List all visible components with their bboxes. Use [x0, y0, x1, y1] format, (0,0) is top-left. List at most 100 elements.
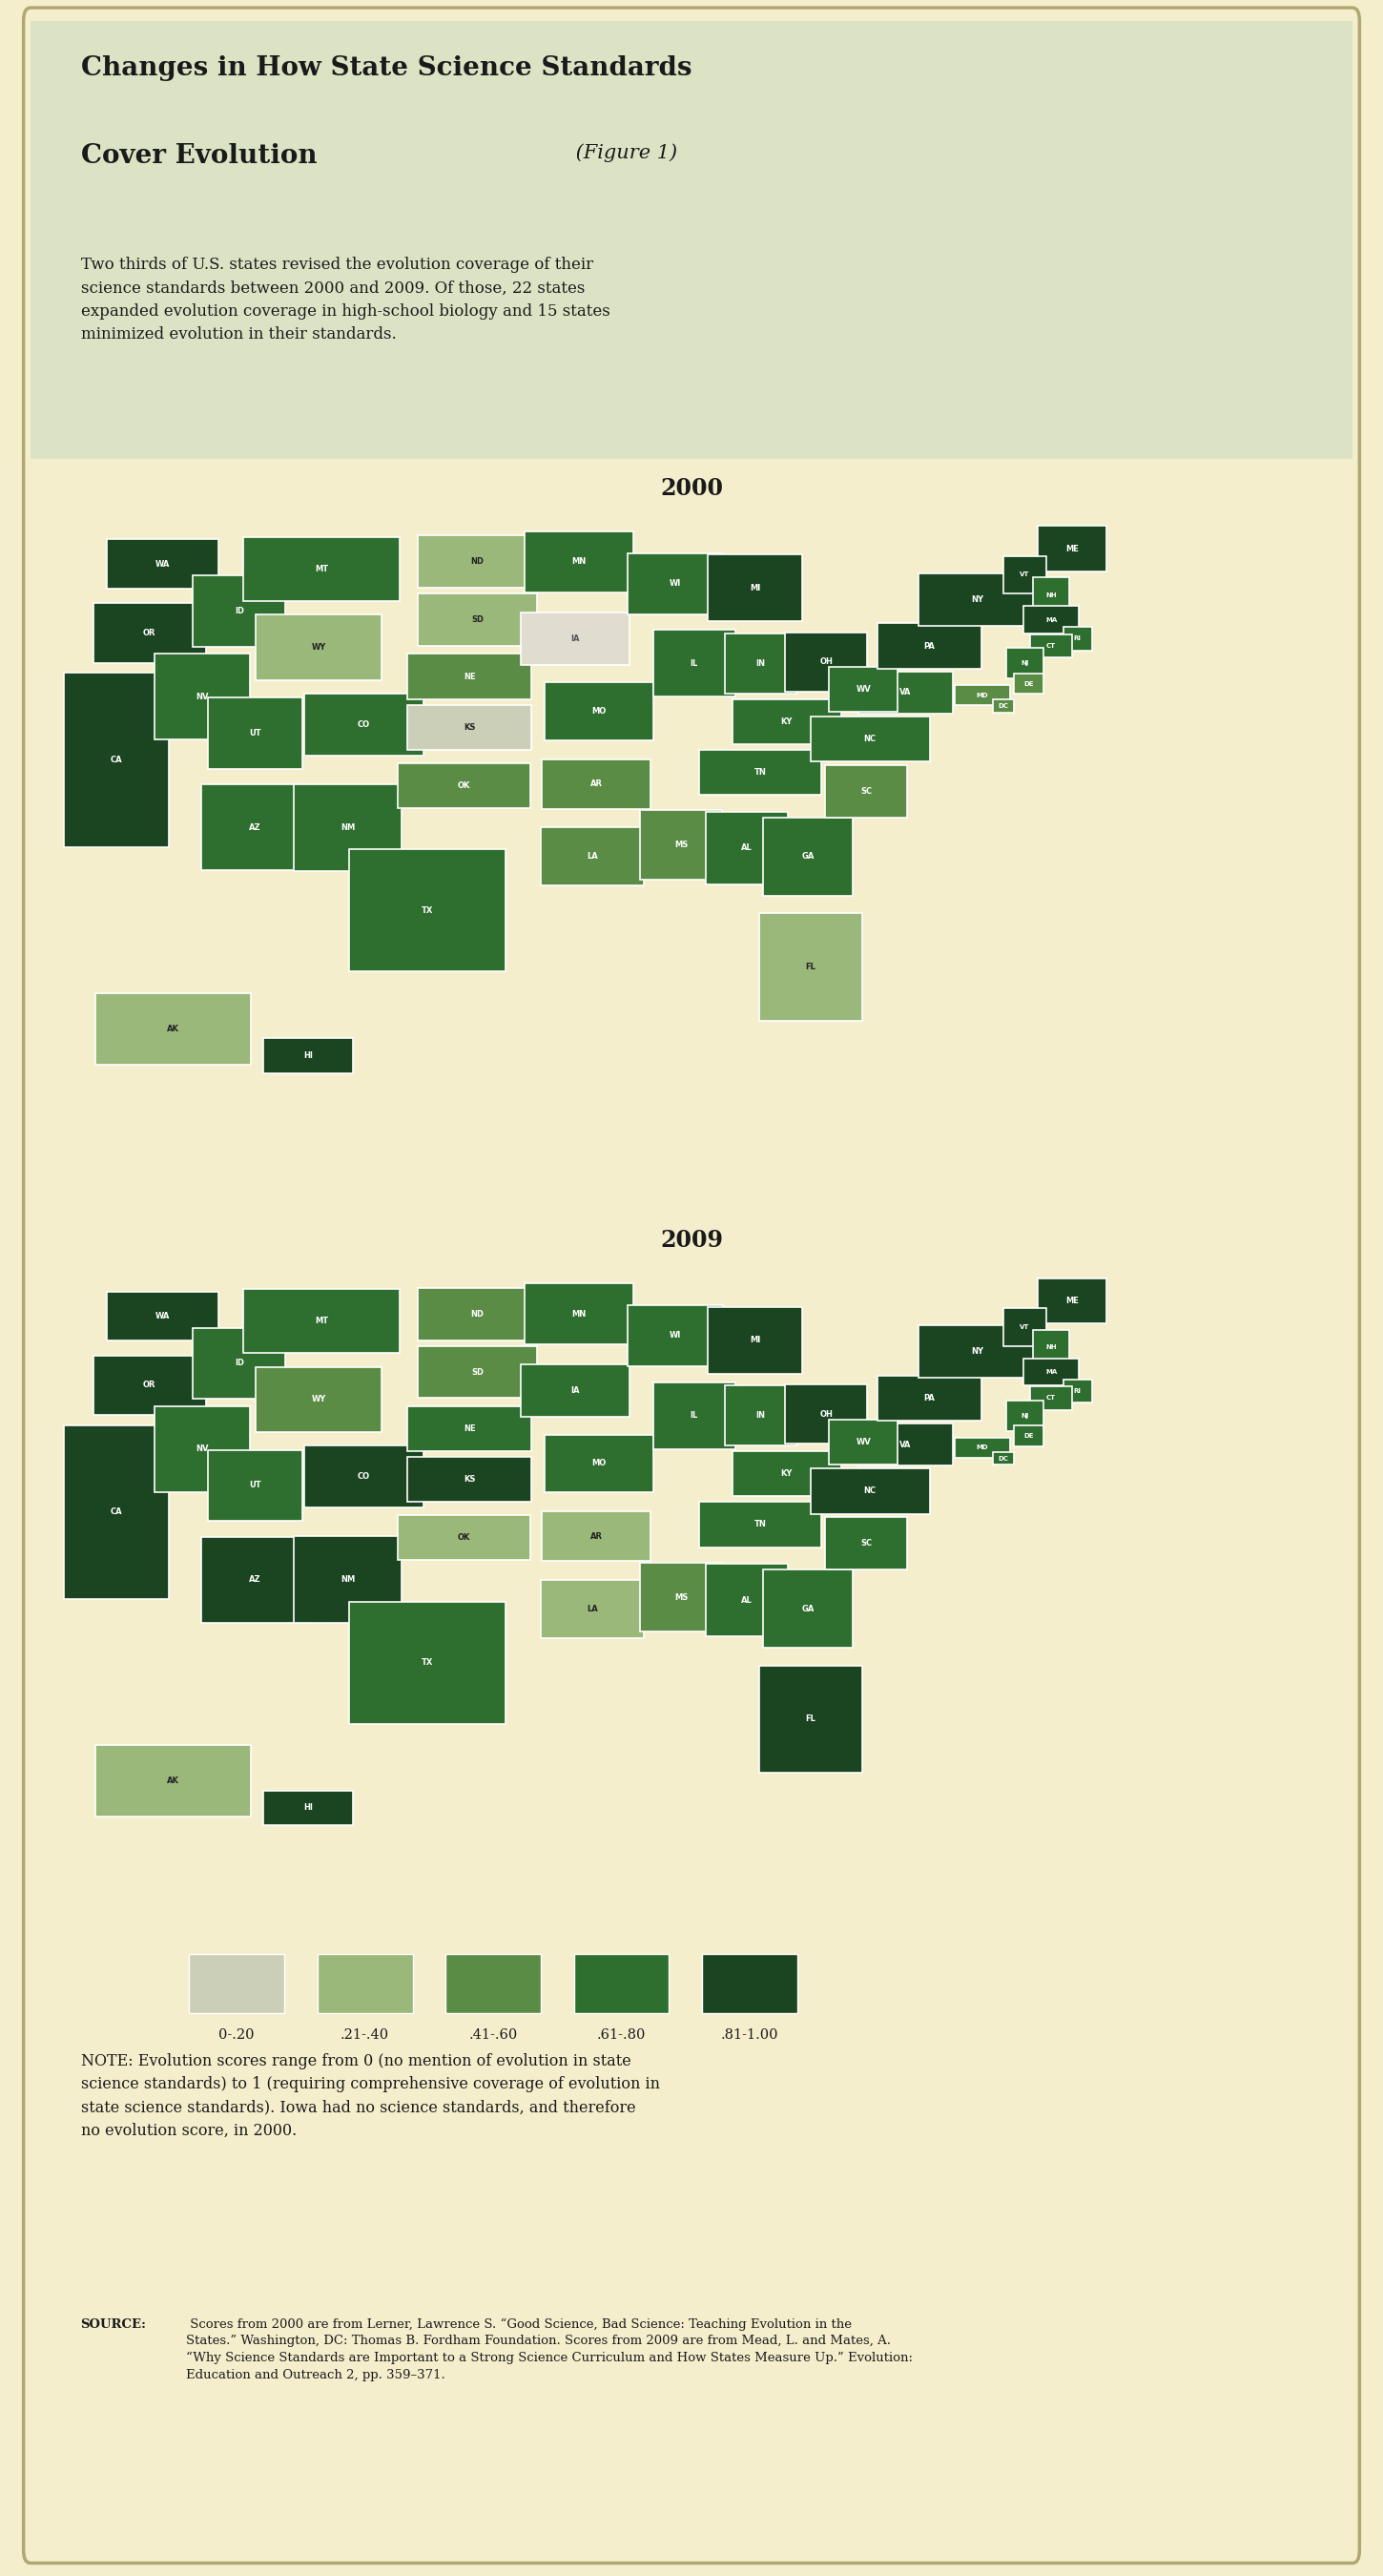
Bar — [1064, 626, 1093, 649]
Text: SC: SC — [860, 786, 871, 796]
Text: RI: RI — [1073, 1388, 1082, 1394]
Bar — [700, 750, 822, 796]
Text: WY: WY — [311, 1396, 326, 1404]
Text: TX: TX — [422, 907, 433, 914]
Text: AL: AL — [741, 842, 752, 853]
Text: AK: AK — [167, 1025, 180, 1033]
Bar — [304, 1445, 423, 1507]
Bar — [707, 811, 788, 884]
Text: ID: ID — [235, 1360, 243, 1368]
Text: OH: OH — [820, 1409, 833, 1419]
Bar — [349, 1602, 505, 1723]
Text: AZ: AZ — [249, 1577, 261, 1584]
Bar — [194, 1327, 286, 1399]
Bar — [95, 994, 252, 1064]
Bar — [542, 1512, 650, 1561]
Text: Cover Evolution: Cover Evolution — [80, 144, 317, 170]
Text: .21-.40: .21-.40 — [340, 2027, 389, 2043]
Bar — [828, 667, 898, 711]
Text: MI: MI — [750, 1337, 761, 1345]
Text: AK: AK — [167, 1777, 180, 1785]
Text: WY: WY — [311, 644, 326, 652]
Bar — [256, 616, 382, 680]
Bar — [628, 554, 723, 613]
Bar — [95, 1747, 252, 1816]
Text: SOURCE:: SOURCE: — [80, 2318, 147, 2331]
Text: NJ: NJ — [1021, 659, 1029, 667]
Bar — [703, 1953, 797, 2014]
Bar — [407, 1406, 531, 1450]
Bar — [993, 1453, 1014, 1466]
Text: MA: MA — [1046, 616, 1057, 623]
Bar — [106, 1291, 219, 1340]
Text: OR: OR — [142, 629, 156, 636]
Bar — [545, 1435, 653, 1492]
Bar — [194, 574, 286, 647]
FancyBboxPatch shape — [24, 8, 1359, 2563]
Bar — [256, 1368, 382, 1432]
Bar — [398, 1515, 530, 1561]
Text: NOTE: Evolution scores range from 0 (no mention of evolution in state
science st: NOTE: Evolution scores range from 0 (no … — [80, 2053, 660, 2138]
Bar — [725, 1386, 797, 1445]
Bar — [243, 536, 400, 600]
Bar — [1023, 605, 1079, 634]
Text: OR: OR — [142, 1381, 156, 1388]
Bar — [445, 1953, 541, 2014]
Bar — [725, 634, 797, 693]
Text: SD: SD — [472, 616, 484, 623]
Text: NM: NM — [340, 824, 355, 832]
Bar — [763, 817, 853, 896]
Bar — [304, 693, 423, 755]
Bar — [733, 1450, 841, 1497]
Bar — [418, 1345, 537, 1399]
Text: WV: WV — [856, 1437, 871, 1445]
Bar — [521, 1365, 629, 1417]
Bar — [201, 1538, 310, 1623]
Bar — [64, 672, 169, 848]
Bar — [541, 1579, 644, 1638]
Bar — [1014, 1425, 1043, 1445]
Text: PA: PA — [924, 641, 935, 649]
Text: IN: IN — [755, 659, 765, 667]
Text: VT: VT — [1019, 572, 1029, 577]
Bar — [243, 1288, 400, 1352]
Text: NV: NV — [196, 693, 209, 701]
Text: Changes in How State Science Standards: Changes in How State Science Standards — [80, 57, 692, 82]
Text: OH: OH — [820, 657, 833, 667]
Text: KY: KY — [781, 716, 792, 726]
Text: TN: TN — [754, 768, 766, 775]
Text: ME: ME — [1066, 1296, 1079, 1306]
Bar — [786, 631, 867, 693]
Text: MS: MS — [674, 840, 687, 850]
Text: MD: MD — [976, 1445, 989, 1450]
Text: Two thirds of U.S. states revised the evolution coverage of their
science standa: Two thirds of U.S. states revised the ev… — [80, 258, 610, 343]
Bar — [640, 1564, 722, 1631]
Bar — [541, 827, 644, 886]
Bar — [418, 592, 537, 647]
Bar — [1007, 1401, 1043, 1430]
Text: CT: CT — [1047, 1396, 1057, 1401]
Bar — [759, 1667, 862, 1772]
Bar — [707, 1306, 802, 1373]
Text: KS: KS — [463, 724, 476, 732]
Bar — [263, 1790, 353, 1826]
Text: MD: MD — [976, 693, 989, 698]
Text: UT: UT — [249, 1481, 261, 1489]
Text: UT: UT — [249, 729, 261, 737]
Text: LA: LA — [586, 853, 597, 860]
Text: KS: KS — [463, 1476, 476, 1484]
Text: CA: CA — [111, 1507, 122, 1517]
Bar — [155, 1406, 250, 1492]
Bar — [106, 538, 219, 587]
Bar — [1037, 1278, 1106, 1324]
Text: OK: OK — [458, 1533, 470, 1543]
Bar — [155, 654, 250, 739]
Bar — [700, 1502, 822, 1548]
Bar — [407, 654, 531, 698]
Text: NJ: NJ — [1021, 1412, 1029, 1419]
Text: WA: WA — [155, 1311, 170, 1321]
Text: 2009: 2009 — [660, 1229, 723, 1252]
Bar — [1014, 672, 1043, 693]
Text: NE: NE — [463, 672, 476, 680]
Text: MS: MS — [674, 1592, 687, 1602]
